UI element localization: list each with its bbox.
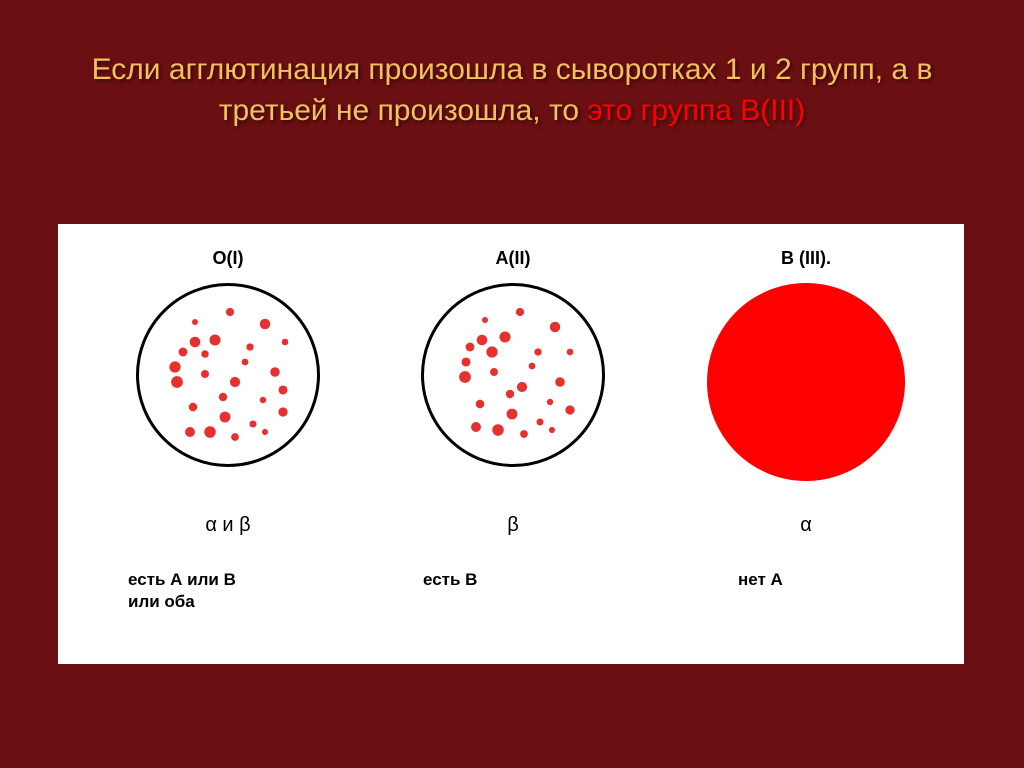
result-label: нет А xyxy=(738,569,958,591)
circle-no-agglutination xyxy=(706,282,906,482)
diagram-panel: O(I) α и β есть А или Вили оба A(II) β есть В… xyxy=(58,224,964,664)
agglutinin-label: α и β xyxy=(128,514,328,537)
agglutinin-label: β xyxy=(413,514,613,537)
slide: Если агглютинация произошла в сыворотках… xyxy=(0,0,1024,768)
column-top-label: A(II) xyxy=(413,248,613,269)
column-top-label: O(I) xyxy=(128,248,328,269)
circle-agglutination xyxy=(135,282,321,468)
title-area: Если агглютинация произошла в сыворотках… xyxy=(0,0,1024,131)
circle-agglutination xyxy=(420,282,606,468)
slide-title: Если агглютинация произошла в сыворотках… xyxy=(70,50,954,131)
result-label: есть В xyxy=(423,569,643,591)
column-top-label: B (III). xyxy=(706,248,906,269)
result-label: есть А или Вили оба xyxy=(128,569,348,613)
agglutinin-label: α xyxy=(706,514,906,537)
